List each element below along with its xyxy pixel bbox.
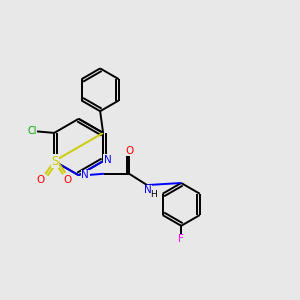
Text: O: O bbox=[36, 175, 45, 184]
Text: O: O bbox=[125, 146, 133, 156]
Text: Cl: Cl bbox=[27, 126, 37, 136]
Text: H: H bbox=[150, 190, 157, 199]
Text: S: S bbox=[51, 154, 59, 168]
Text: N: N bbox=[144, 185, 152, 195]
Text: N: N bbox=[104, 155, 112, 165]
Text: O: O bbox=[64, 175, 72, 184]
Text: F: F bbox=[178, 235, 184, 244]
Text: N: N bbox=[81, 170, 89, 180]
